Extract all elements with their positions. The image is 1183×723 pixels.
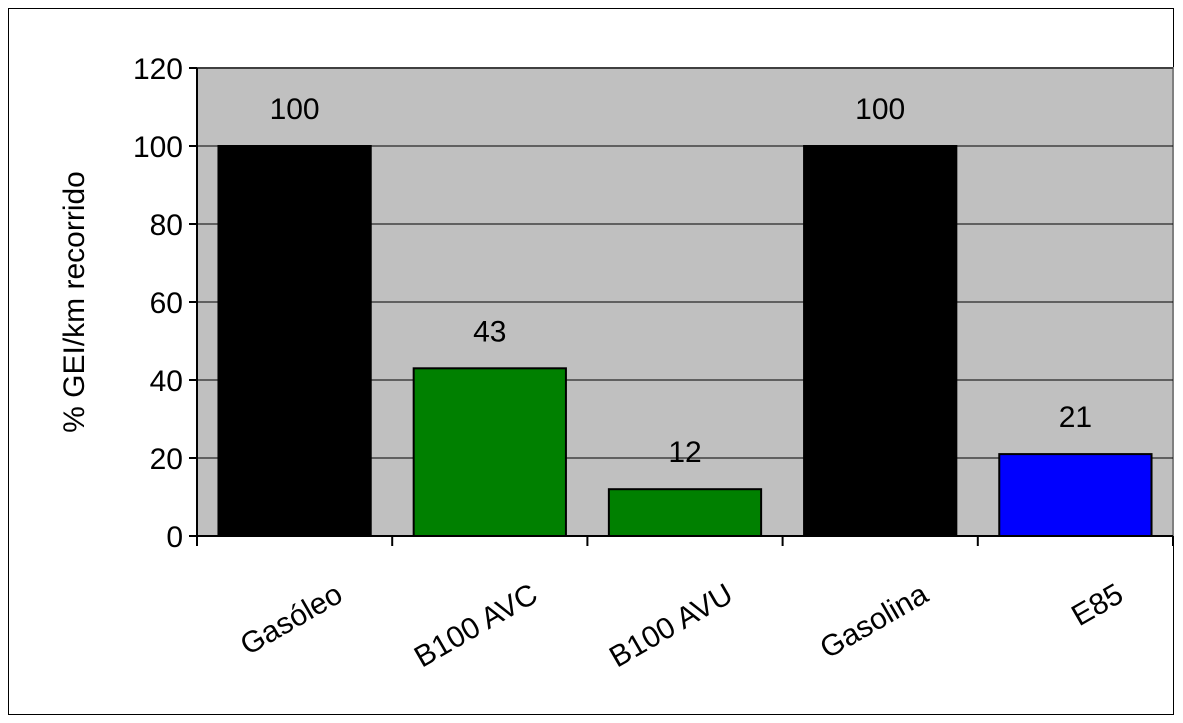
y-tick-label: 80	[150, 209, 183, 242]
x-category-label: Gasolina	[815, 577, 934, 665]
y-tick-label: 40	[150, 365, 183, 398]
bar	[998, 453, 1153, 538]
y-tick-label: 20	[150, 443, 183, 476]
bars	[217, 145, 1153, 538]
bar	[412, 367, 567, 537]
y-tick-label: 0	[166, 521, 183, 554]
data-label: 21	[1059, 401, 1092, 434]
bar	[217, 145, 372, 537]
data-label: 43	[473, 315, 506, 348]
y-tick-label: 120	[133, 53, 183, 86]
data-label: 12	[668, 436, 701, 469]
y-tick-label: 100	[133, 131, 183, 164]
bar	[607, 488, 763, 538]
y-axis-title: % GEI/km recorrido	[58, 171, 91, 433]
x-category-label: B100 AVC	[409, 577, 543, 674]
data-label: 100	[270, 93, 320, 126]
x-category-label: E85	[1066, 577, 1129, 632]
y-tick-label: 60	[150, 287, 183, 320]
x-category-label: Gasóleo	[235, 577, 348, 661]
data-label: 100	[855, 93, 905, 126]
bar	[803, 145, 958, 537]
axes	[189, 67, 1174, 546]
x-category-label: B100 AVU	[604, 577, 738, 674]
